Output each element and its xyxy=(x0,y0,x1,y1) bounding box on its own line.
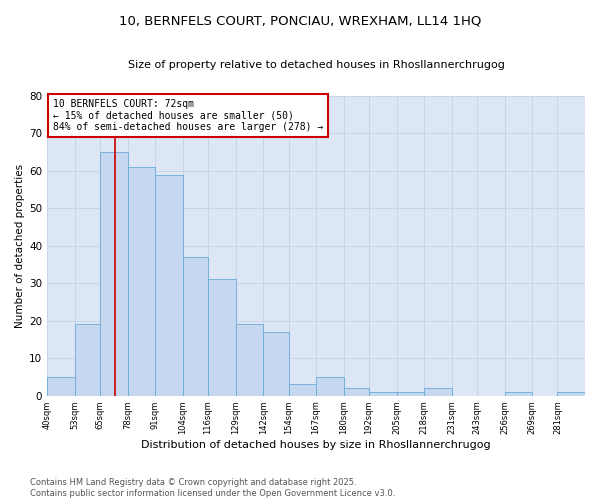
Bar xyxy=(155,174,182,396)
Bar xyxy=(74,324,100,396)
Bar xyxy=(100,152,128,396)
Y-axis label: Number of detached properties: Number of detached properties xyxy=(15,164,25,328)
Bar xyxy=(397,392,424,396)
Bar xyxy=(263,332,289,396)
Bar xyxy=(208,280,236,396)
Text: 10 BERNFELS COURT: 72sqm
← 15% of detached houses are smaller (50)
84% of semi-d: 10 BERNFELS COURT: 72sqm ← 15% of detach… xyxy=(53,99,323,132)
Bar xyxy=(236,324,263,396)
Text: 10, BERNFELS COURT, PONCIAU, WREXHAM, LL14 1HQ: 10, BERNFELS COURT, PONCIAU, WREXHAM, LL… xyxy=(119,15,481,28)
Bar xyxy=(505,392,532,396)
Bar xyxy=(128,167,155,396)
Text: Contains HM Land Registry data © Crown copyright and database right 2025.
Contai: Contains HM Land Registry data © Crown c… xyxy=(30,478,395,498)
Bar xyxy=(557,392,585,396)
Bar xyxy=(289,384,316,396)
Bar xyxy=(316,377,344,396)
Bar xyxy=(369,392,397,396)
Bar xyxy=(182,257,208,396)
Bar xyxy=(47,377,74,396)
X-axis label: Distribution of detached houses by size in Rhosllannerchrugog: Distribution of detached houses by size … xyxy=(141,440,491,450)
Bar xyxy=(344,388,369,396)
Title: Size of property relative to detached houses in Rhosllannerchrugog: Size of property relative to detached ho… xyxy=(128,60,505,70)
Bar xyxy=(424,388,452,396)
